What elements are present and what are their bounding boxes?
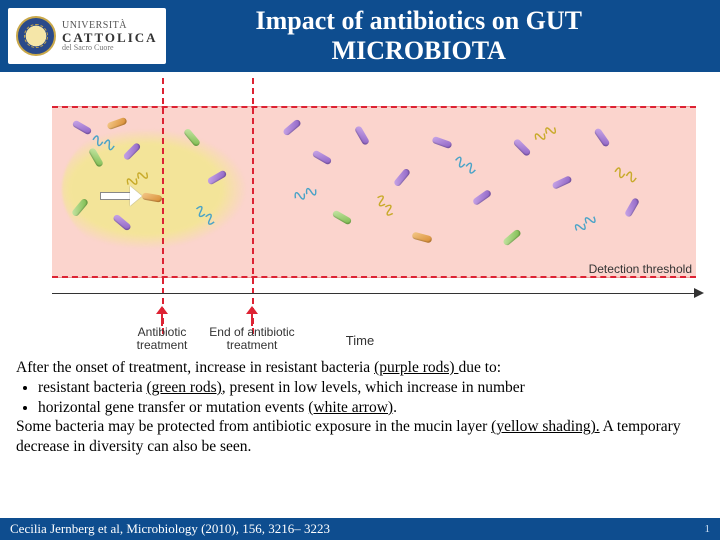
b2b-underline: (white arrow) [308, 399, 393, 416]
chart-area: Detection threshold Antibiotic treatment… [52, 84, 696, 300]
slide-title: Impact of antibiotics on GUT MICROBIOTA [166, 6, 712, 66]
p2a: Some bacteria may be protected from anti… [16, 418, 491, 435]
logo-line3: del Sacro Cuore [62, 44, 158, 52]
detection-threshold-label: Detection threshold [589, 262, 692, 276]
vline-antibiotic-start [162, 78, 164, 334]
baseline [52, 293, 696, 294]
uparrow-2-icon [246, 306, 258, 326]
detection-line-top [52, 106, 696, 108]
p2b-underline: (yellow shading). [491, 418, 599, 435]
p1b-underline: (purple rods) [374, 359, 458, 376]
logo-text: UNIVERSITÀ CATTOLICA del Sacro Cuore [62, 21, 158, 52]
p1a: After the onset of treatment, increase i… [16, 359, 374, 376]
b1c: , present in low levels, which increase … [222, 379, 525, 396]
seal-icon [16, 16, 56, 56]
para-2: Some bacteria may be protected from anti… [16, 417, 704, 457]
b2a: horizontal gene transfer or mutation eve… [38, 399, 308, 416]
citation-text: Cecilia Jernberg et al, Microbiology (20… [10, 521, 330, 537]
b2c: . [393, 399, 397, 416]
bullet-2: horizontal gene transfer or mutation eve… [38, 398, 704, 418]
para-1: After the onset of treatment, increase i… [16, 358, 704, 378]
page-number: 1 [705, 523, 711, 535]
university-logo: UNIVERSITÀ CATTOLICA del Sacro Cuore [8, 8, 166, 64]
body-text: After the onset of treatment, increase i… [0, 352, 720, 457]
bullet-1: resistant bacteria (green rods), present… [38, 378, 704, 398]
b1b-underline: (green rods) [146, 379, 221, 396]
b1a: resistant bacteria [38, 379, 146, 396]
uparrow-1-icon [156, 306, 168, 326]
detection-line-bottom [52, 276, 696, 278]
bullet-list: resistant bacteria (green rods), present… [38, 378, 704, 418]
header-bar: UNIVERSITÀ CATTOLICA del Sacro Cuore Imp… [0, 0, 720, 72]
vlabel-2: End of antibiotic treatment [207, 326, 297, 352]
footer-bar: Cecilia Jernberg et al, Microbiology (20… [0, 518, 720, 540]
vline-antibiotic-end [252, 78, 254, 334]
figure: Bacterial cell number Detection threshol… [0, 72, 720, 352]
logo-line2: CATTOLICA [62, 31, 158, 44]
vlabel-1: Antibiotic treatment [117, 326, 207, 352]
title-line2: MICROBIOTA [332, 36, 506, 65]
p1c: due to: [458, 359, 501, 376]
x-axis-label: Time [346, 333, 374, 348]
logo-line1: UNIVERSITÀ [62, 21, 158, 31]
title-line1: Impact of antibiotics on GUT [256, 6, 582, 35]
right-arrow-icon [694, 288, 704, 298]
